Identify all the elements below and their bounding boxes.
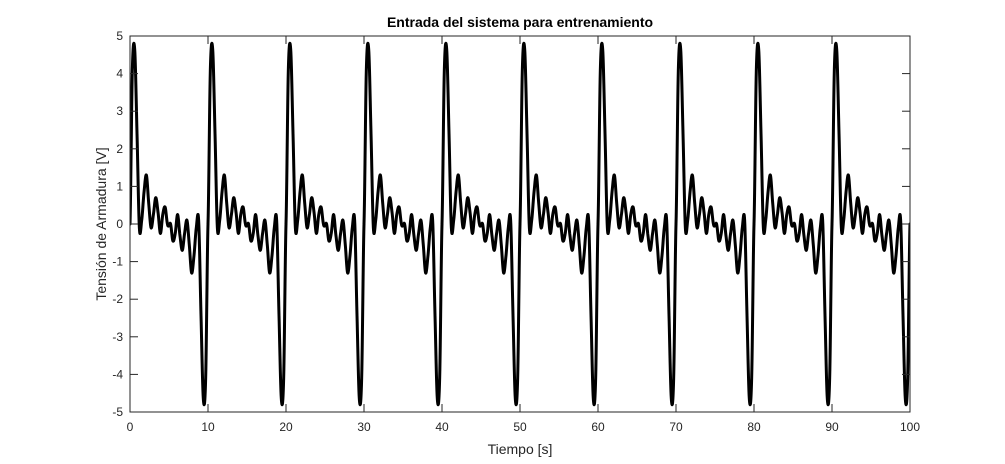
- y-tick-label: -2: [112, 292, 123, 306]
- series-line: [130, 41, 910, 407]
- y-tick-label: -3: [112, 330, 123, 344]
- y-tick-label: -1: [112, 255, 123, 269]
- x-tick-label: 0: [127, 420, 134, 434]
- x-tick-label: 60: [591, 420, 605, 434]
- y-axis: -5 -4 -3 -2 -1 0 1 2 3 4 5: [112, 29, 910, 419]
- y-tick-label: 4: [116, 67, 123, 81]
- x-tick-label: 50: [513, 420, 527, 434]
- x-axis: 0 10 20 30 40 50 60 70 80 90 100: [127, 36, 920, 434]
- x-tick-label: 100: [900, 420, 920, 434]
- y-tick-label: 3: [116, 104, 123, 118]
- y-tick-label: 0: [116, 217, 123, 231]
- y-axis-title: Tensión de Armadura [V]: [93, 147, 109, 300]
- x-tick-label: 10: [201, 420, 215, 434]
- chart-title: Entrada del sistema para entrenamiento: [387, 14, 653, 30]
- x-tick-label: 30: [357, 420, 371, 434]
- x-tick-label: 90: [825, 420, 839, 434]
- y-tick-label: -4: [112, 367, 123, 381]
- y-tick-label: 1: [116, 179, 123, 193]
- x-tick-label: 70: [669, 420, 683, 434]
- y-tick-label: 5: [116, 29, 123, 43]
- x-axis-title: Tiempo [s]: [488, 441, 553, 457]
- x-tick-label: 20: [279, 420, 293, 434]
- x-tick-label: 40: [435, 420, 449, 434]
- x-tick-label: 80: [747, 420, 761, 434]
- y-tick-label: -5: [112, 405, 123, 419]
- y-tick-label: 2: [116, 142, 123, 156]
